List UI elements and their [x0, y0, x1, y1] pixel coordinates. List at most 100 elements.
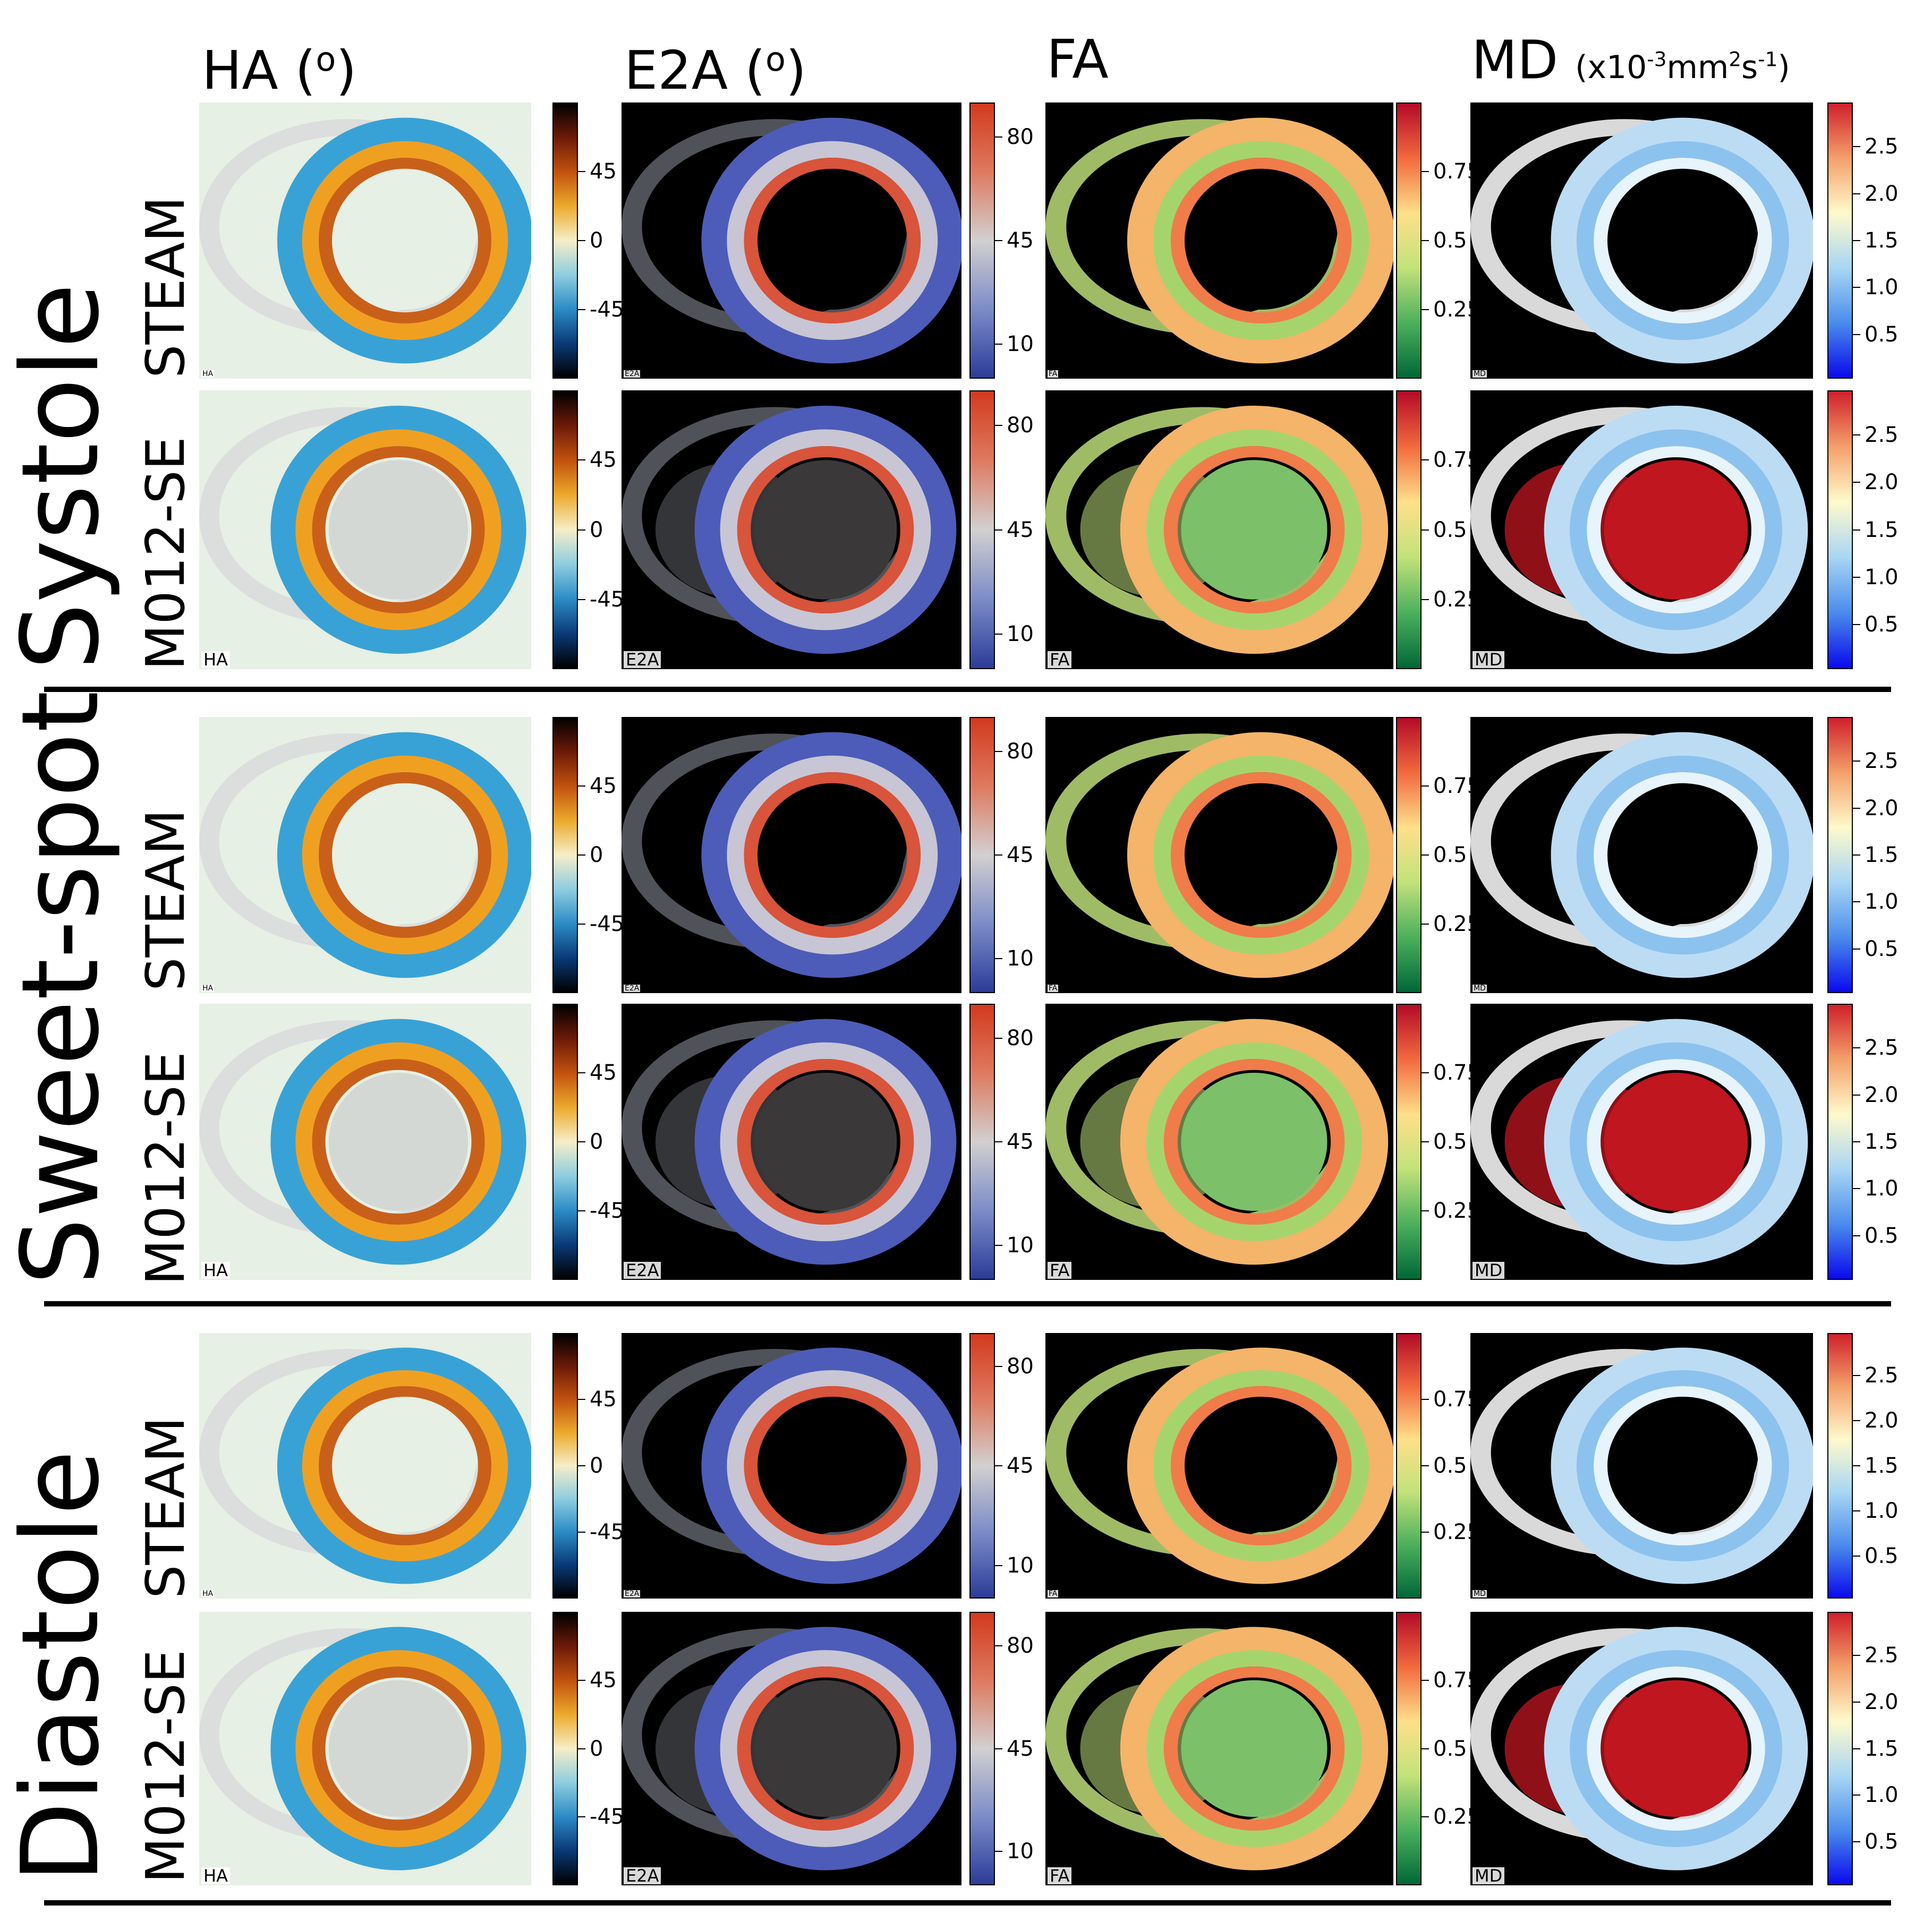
- colorbar-tick-label: 1.0: [1853, 1499, 1899, 1523]
- mid-wall-ring: [727, 755, 938, 955]
- mid-wall-ring: [727, 1370, 938, 1561]
- map-tag: FA: [1048, 1590, 1059, 1598]
- colorbar-tick-label: 45: [578, 1061, 617, 1085]
- lv-blood-pool: [335, 1399, 475, 1532]
- colorbar-tick-label: 2.0: [1853, 1689, 1899, 1714]
- colorbar-md: [1827, 102, 1853, 379]
- colorbar-fa: [1396, 717, 1422, 993]
- heart-slice-image: [622, 732, 961, 978]
- colorbar-tick-label: 45: [995, 517, 1034, 542]
- epicardium-ring: [1127, 117, 1393, 364]
- colorbar-ha: [552, 390, 578, 669]
- colorbar-fa: [1396, 1333, 1422, 1599]
- map-ha-sweetspot-steam: HA: [199, 717, 531, 993]
- mid-wall-ring: [1153, 1370, 1369, 1561]
- seq-label-diastole-steam: STEAM: [134, 1416, 197, 1599]
- epicardium-ring: [277, 732, 531, 978]
- colorbar-tick-label: 0: [577, 843, 603, 867]
- heart-slice-image: [199, 405, 526, 654]
- heart-slice-image: [199, 117, 531, 364]
- endocardium-ring: [1587, 1667, 1765, 1831]
- colorbar-tick-label: 1.5: [1853, 1736, 1899, 1761]
- colorbar-md: [1827, 1004, 1853, 1280]
- map-e2a-systole-m012se: E2A: [622, 390, 961, 669]
- heart-slice-image: [1045, 1347, 1393, 1584]
- epicardium-ring: [1544, 1627, 1808, 1870]
- lv-blood-pool: [1611, 786, 1755, 924]
- endocardium-ring: [312, 1667, 485, 1831]
- epicardium-ring: [1120, 1019, 1389, 1265]
- endocardium-ring: [312, 446, 485, 613]
- colorbar-tick-label: 0.5: [1422, 1454, 1467, 1478]
- map-ha-diastole-m012se: HA: [199, 1612, 531, 1885]
- phase-label-sweet-spot: Sweet-spot: [0, 690, 123, 1285]
- colorbar-tick-label: -45: [577, 1520, 625, 1544]
- endocardium-ring: [312, 1059, 485, 1225]
- mid-wall-ring: [1146, 1042, 1363, 1242]
- column-header-e2a: E2A (o): [624, 28, 806, 102]
- mid-wall-ring: [295, 429, 501, 630]
- colorbar-md: [1827, 717, 1853, 993]
- map-tag: HA: [201, 1590, 215, 1598]
- map-fa-sweetspot-steam: FA: [1045, 717, 1393, 993]
- mid-wall-ring: [1570, 1650, 1782, 1847]
- endocardium-ring: [1170, 1386, 1352, 1545]
- colorbar-tick-label: 45: [995, 1130, 1034, 1154]
- colorbar-tick-label: 45: [578, 1668, 617, 1693]
- heart-slice-image: [1470, 1019, 1808, 1265]
- lv-blood-pool: [1604, 460, 1748, 600]
- colorbar-fa: [1396, 1004, 1422, 1280]
- colorbar-tick-label: 0.5: [1853, 612, 1899, 637]
- heart-slice-image: [1470, 405, 1808, 654]
- heart-slice-image: [1470, 1347, 1813, 1584]
- heart-slice-image: [622, 1019, 957, 1265]
- map-fa-systole-steam: FA: [1045, 102, 1393, 379]
- map-md-systole-m012se: MD: [1470, 390, 1813, 669]
- colorbar-tick-label: 0: [577, 1454, 603, 1478]
- map-ha-systole-steam: HA: [199, 102, 531, 379]
- colorbar-tick-label: 80: [995, 739, 1034, 764]
- map-tag: FA: [1048, 651, 1072, 668]
- lv-blood-pool: [1188, 786, 1334, 924]
- map-tag: HA: [201, 651, 230, 668]
- endocardium-ring: [1594, 1386, 1772, 1545]
- endocardium-ring: [1163, 446, 1345, 613]
- heart-slice-image: [1470, 117, 1813, 364]
- colorbar-tick-label: 2.5: [1853, 1036, 1899, 1061]
- colorbar-tick-label: 1.5: [1853, 1130, 1899, 1154]
- heart-slice-image: [199, 1019, 526, 1265]
- lv-blood-pool: [328, 1680, 469, 1817]
- epicardium-ring: [694, 1019, 957, 1265]
- separator-diastole: [44, 1900, 1891, 1906]
- lv-blood-pool: [335, 786, 475, 924]
- colorbar-tick-label: 2.5: [1853, 423, 1899, 447]
- colorbar-tick-label: 2.0: [1853, 1408, 1899, 1433]
- epicardium-ring: [1551, 117, 1813, 364]
- heart-slice-image: [1470, 1627, 1808, 1870]
- heart-slice-image: [1045, 1019, 1389, 1265]
- colorbar-tick-label: 1.0: [1853, 1176, 1899, 1201]
- map-tag: HA: [201, 1867, 230, 1884]
- colorbar-tick-label: 80: [995, 1026, 1034, 1050]
- endocardium-ring: [1170, 158, 1352, 323]
- colorbar-tick-label: 0.5: [1422, 1736, 1467, 1761]
- map-tag: E2A: [624, 370, 641, 378]
- epicardium-ring: [1127, 1347, 1393, 1584]
- md-unit-label: (x10-3mm2s-1): [1575, 48, 1790, 87]
- map-md-systole-steam: MD: [1470, 102, 1813, 379]
- colorbar-tick-label: 1.5: [1853, 228, 1899, 253]
- endocardium-ring: [319, 158, 491, 323]
- colorbar-tick-label: 0.5: [1853, 1223, 1899, 1248]
- map-tag: HA: [201, 370, 215, 378]
- map-ha-systole-m012se: HA: [199, 390, 531, 669]
- epicardium-ring: [1551, 1347, 1813, 1584]
- endocardium-ring: [737, 1667, 914, 1831]
- mid-wall-ring: [720, 429, 931, 630]
- mid-wall-ring: [295, 1650, 501, 1847]
- colorbar-tick-label: 1.5: [1853, 843, 1899, 867]
- map-md-diastole-steam: MD: [1470, 1333, 1813, 1599]
- colorbar-md: [1827, 1333, 1853, 1599]
- colorbar-tick-label: 45: [995, 1454, 1034, 1478]
- heart-slice-image: [1045, 732, 1393, 978]
- endocardium-ring: [737, 1059, 914, 1225]
